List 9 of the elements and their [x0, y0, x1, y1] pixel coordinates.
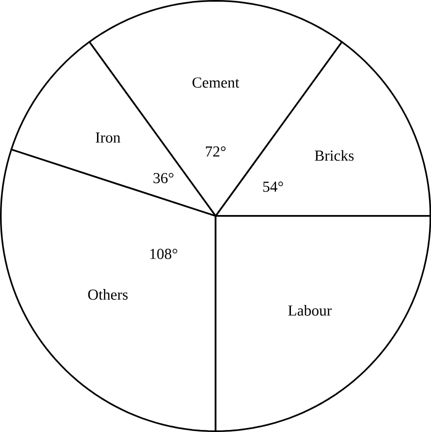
data-label: 108° — [150, 248, 178, 260]
data-label: 36° — [153, 172, 174, 184]
slice-label: Labour — [288, 304, 332, 316]
data-label: 72° — [206, 146, 226, 157]
slice-label: Others — [88, 289, 128, 300]
slice-label: Bricks — [314, 150, 354, 161]
data-label: 54° — [263, 182, 283, 192]
slice-label: Cement — [192, 77, 240, 88]
slice-label: Iron — [96, 132, 120, 143]
